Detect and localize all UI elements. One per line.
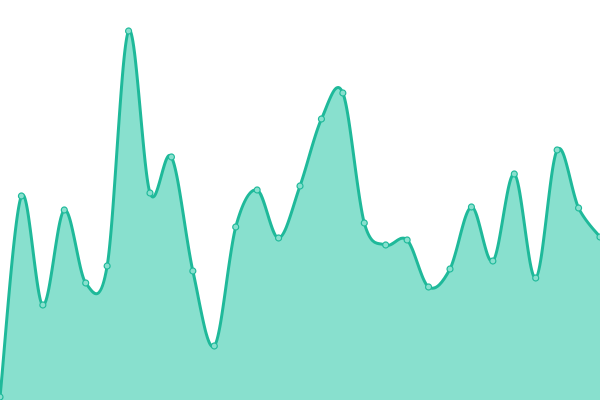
data-point: [82, 279, 90, 287]
data-point: [232, 223, 240, 231]
data-point: [510, 170, 518, 178]
data-point: [210, 342, 218, 350]
data-point: [189, 267, 197, 275]
data-point: [274, 234, 283, 242]
data-point: [60, 206, 68, 214]
data-point: [253, 186, 261, 194]
data-point: [360, 219, 368, 227]
data-point: [574, 204, 583, 212]
data-point: [489, 257, 497, 265]
data-point: [446, 265, 454, 273]
data-point: [167, 153, 176, 161]
data-point: [17, 192, 26, 200]
area-fill: [0, 30, 600, 400]
data-point: [146, 189, 154, 197]
data-point: [553, 146, 561, 154]
data-point: [596, 233, 600, 241]
data-point: [467, 203, 476, 211]
data-point: [317, 115, 326, 123]
data-point: [124, 27, 133, 35]
data-point: [39, 301, 47, 309]
data-point: [296, 182, 304, 190]
data-point: [382, 241, 390, 249]
data-point: [103, 262, 111, 270]
data-point: [424, 283, 433, 291]
data-point: [403, 236, 411, 244]
data-point: [532, 274, 540, 282]
data-point: [0, 393, 4, 400]
data-point: [339, 89, 347, 97]
